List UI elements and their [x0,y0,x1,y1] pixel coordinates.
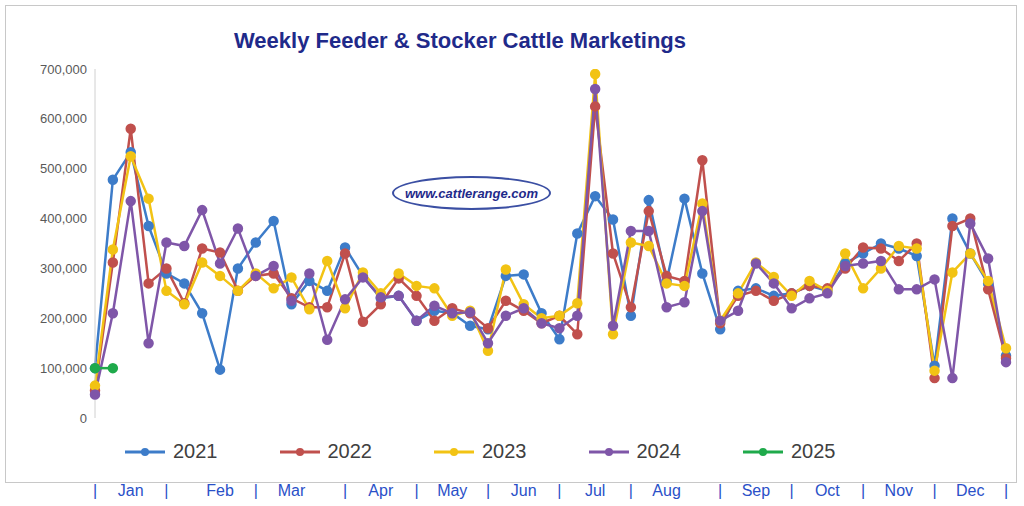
svg-text:100,000: 100,000 [40,361,87,376]
svg-text:0: 0 [80,411,87,426]
svg-text:300,000: 300,000 [40,261,87,276]
svg-text:500,000: 500,000 [40,161,87,176]
svg-text:|: | [486,482,490,499]
svg-text:400,000: 400,000 [40,211,87,226]
svg-text:May: May [437,482,467,499]
svg-text:|: | [414,482,418,499]
svg-text:700,000: 700,000 [40,62,87,77]
svg-text:Jun: Jun [511,482,537,499]
svg-text:Jul: Jul [585,482,605,499]
html-text:2022: 2022 [327,440,372,462]
svg-text:|: | [932,482,936,499]
svg-text:Jan: Jan [118,482,144,499]
svg-text:|: | [343,482,347,499]
svg-text:|: | [93,482,97,499]
svg-text:600,000: 600,000 [40,111,87,126]
html-text:www.cattlerange.com: www.cattlerange.com [404,185,539,201]
svg-text:|: | [718,482,722,499]
svg-text:Aug: Aug [652,482,680,499]
html-text:2025: 2025 [791,440,836,462]
svg-text:Dec: Dec [956,482,984,499]
svg-text:Sep: Sep [742,482,771,499]
svg-text:|: | [861,482,865,499]
html-text:2023: 2023 [482,440,527,462]
svg-text:|: | [164,482,168,499]
svg-text:|: | [629,482,633,499]
svg-text:200,000: 200,000 [40,311,87,326]
svg-text:Nov: Nov [885,482,913,499]
html-text:2021: 2021 [173,440,218,462]
html-text:Weekly Feeder & Stocker Cattle: Weekly Feeder & Stocker Cattle Marketing… [234,28,686,53]
svg-text:Feb: Feb [206,482,234,499]
svg-text:Apr: Apr [368,482,394,499]
html-text:2024: 2024 [636,440,681,462]
svg-text:|: | [557,482,561,499]
svg-text:Mar: Mar [278,482,306,499]
svg-text:|: | [790,482,794,499]
svg-text:|: | [1004,482,1008,499]
svg-text:Oct: Oct [815,482,840,499]
svg-text:|: | [254,482,258,499]
